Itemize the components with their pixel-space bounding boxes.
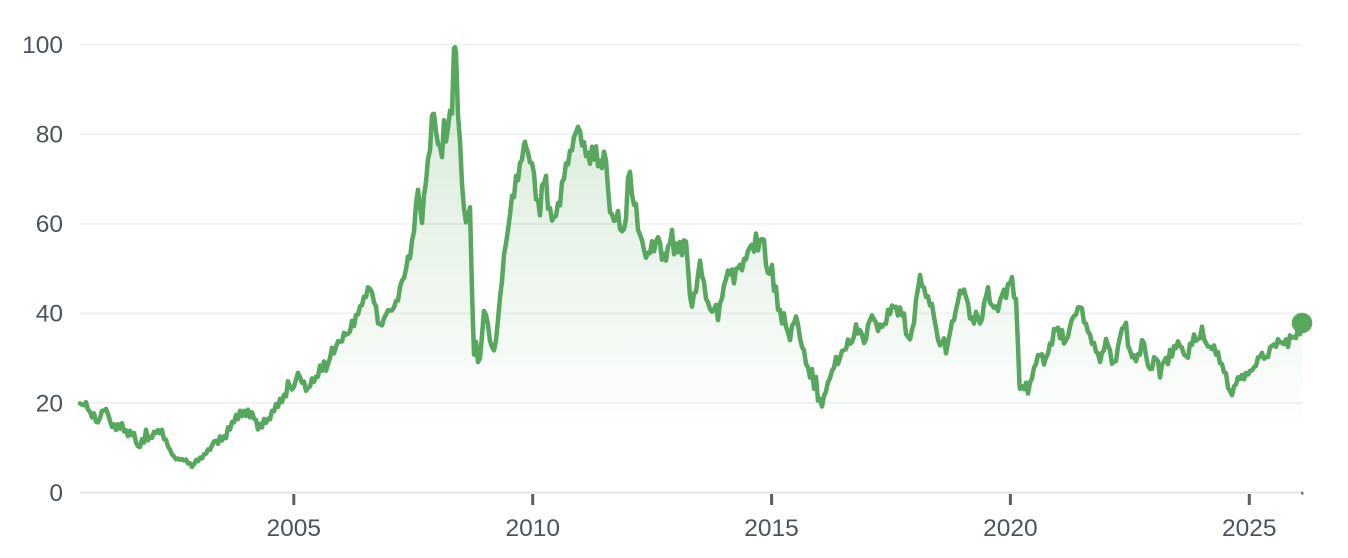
svg-text:2005: 2005: [267, 515, 322, 542]
svg-text:80: 80: [36, 121, 63, 148]
svg-text:40: 40: [36, 301, 63, 328]
svg-text:2025: 2025: [1222, 515, 1277, 542]
svg-text:2010: 2010: [505, 515, 560, 542]
svg-text:0: 0: [49, 480, 63, 507]
svg-text:2015: 2015: [744, 515, 799, 542]
svg-text:2020: 2020: [983, 515, 1038, 542]
svg-text:60: 60: [36, 211, 63, 238]
svg-text:20: 20: [36, 390, 63, 417]
svg-text:100: 100: [22, 32, 63, 59]
